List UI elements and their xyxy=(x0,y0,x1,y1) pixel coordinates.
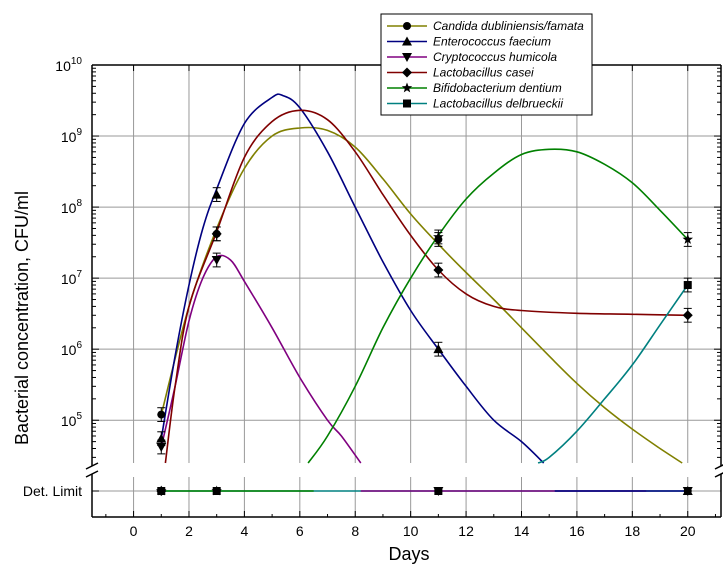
legend-label: Candida dubliniensis/famata xyxy=(433,19,584,33)
y-axis-label: Bacterial concentration, CFU/ml xyxy=(12,191,32,445)
legend-label: Bifidobacterium dentium xyxy=(433,81,562,95)
legend-label: Lactobacillus delbrueckii xyxy=(433,97,563,111)
data-point xyxy=(212,487,221,495)
y-tick-label: 106 xyxy=(61,340,83,358)
legend-box xyxy=(380,13,593,116)
data-point xyxy=(402,36,412,46)
curves xyxy=(160,93,689,492)
data-point xyxy=(434,487,443,495)
x-tick-label: 0 xyxy=(130,523,138,539)
series-curve xyxy=(164,109,688,464)
data-point xyxy=(682,234,693,244)
data-point xyxy=(156,442,167,452)
data-point xyxy=(157,487,166,495)
x-tick-label: 14 xyxy=(514,523,530,539)
axis-break-mark xyxy=(714,472,723,478)
data-point xyxy=(683,281,692,290)
x-axis-label: Days xyxy=(388,544,429,564)
series-curve xyxy=(160,254,362,464)
axes: 0 2 4 6 8 10 12 14 16 18 20 105 106 107 108 109 1010 Det.… xyxy=(23,56,721,539)
data-point xyxy=(401,82,413,93)
data-point xyxy=(403,99,411,108)
markers xyxy=(156,187,693,496)
data-point xyxy=(157,410,166,419)
y-tick-label: 109 xyxy=(61,127,83,145)
data-point xyxy=(211,255,222,265)
axis-break-mark xyxy=(85,470,99,478)
y-tick-label: 105 xyxy=(61,411,83,429)
data-point xyxy=(211,228,222,239)
grid xyxy=(92,64,721,517)
data-point xyxy=(433,265,444,276)
legend-label: Enterococcus faecium xyxy=(433,35,551,49)
series-curve xyxy=(537,284,689,464)
series-curve xyxy=(307,148,689,464)
x-tick-label: 2 xyxy=(185,523,193,539)
legend-label: Cryptococcus humicola xyxy=(433,50,557,64)
y-tick-label: 107 xyxy=(61,269,83,287)
x-tick-label: 18 xyxy=(625,523,641,539)
det-limit-label: Det. Limit xyxy=(23,483,82,499)
series-curve xyxy=(160,126,683,464)
data-point xyxy=(682,310,693,321)
plot-frame xyxy=(85,64,723,518)
x-tick-label: 6 xyxy=(296,523,304,539)
axis-break-mark xyxy=(85,462,99,470)
y-tick-label: 108 xyxy=(61,198,83,216)
x-tick-label: 10 xyxy=(403,523,419,539)
data-point xyxy=(211,189,222,199)
series-curve xyxy=(160,93,545,464)
x-tick-label: 12 xyxy=(458,523,474,539)
data-point xyxy=(682,487,693,496)
legend: Candida dubliniensis/famata Enterococcus … xyxy=(380,13,593,116)
x-tick-label: 8 xyxy=(351,523,359,539)
data-point xyxy=(433,231,444,242)
x-tick-label: 4 xyxy=(241,523,249,539)
x-tick-label: 20 xyxy=(680,523,696,539)
legend-label: Lactobacillus casei xyxy=(433,66,534,80)
data-point xyxy=(433,344,444,354)
data-point xyxy=(402,67,412,78)
data-point xyxy=(403,22,411,30)
data-point xyxy=(402,53,412,62)
axis-break-mark xyxy=(714,464,723,470)
y-tick-label: 1010 xyxy=(55,56,82,74)
x-tick-label: 16 xyxy=(569,523,585,539)
